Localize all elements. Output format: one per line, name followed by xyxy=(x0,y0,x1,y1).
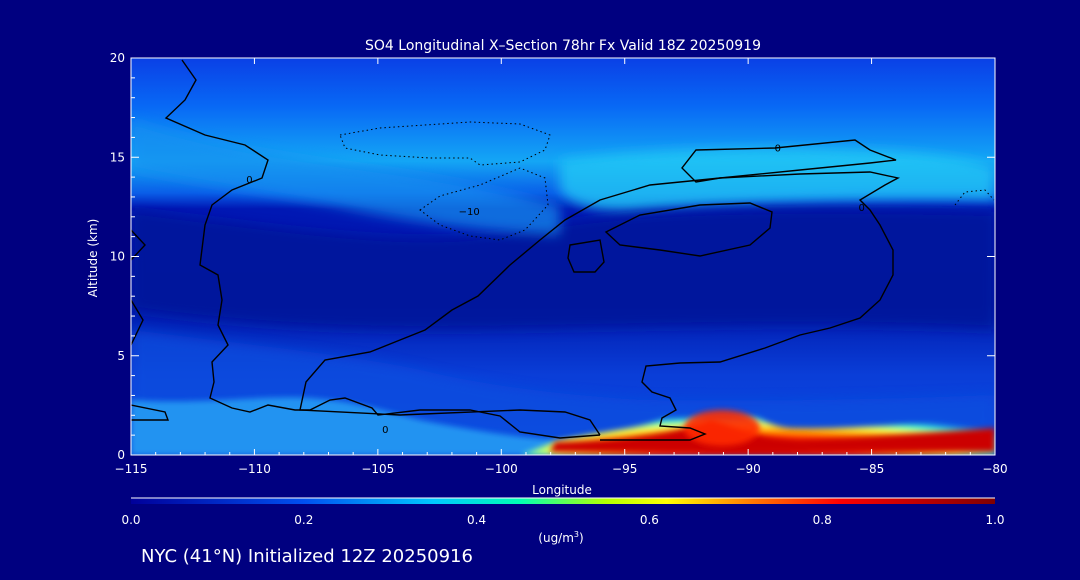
colorbar-tick-label: 0.2 xyxy=(294,513,313,527)
contour-line-west-edge-1 xyxy=(131,229,146,261)
y-axis: 0 5 10 15 20 xyxy=(110,51,995,462)
contour-label: 0 xyxy=(382,425,388,436)
y-tick-label: 10 xyxy=(110,250,125,264)
contour-label: 0 xyxy=(859,203,865,214)
colorbar-ticks: 0.0 0.2 0.4 0.6 0.8 1.0 xyxy=(121,513,1004,527)
contour-label: −10 xyxy=(459,207,480,218)
contour-line-west-edge-3 xyxy=(131,404,170,421)
y-tick-label: 0 xyxy=(117,448,125,462)
x-tick-label: −105 xyxy=(361,462,394,476)
colorbar xyxy=(131,498,995,504)
colorbar-tick-label: 0.4 xyxy=(467,513,486,527)
y-tick-label: 15 xyxy=(110,150,125,164)
footer-location-text: NYC (41°N) Initialized 12Z 20250916 xyxy=(141,546,473,567)
colorbar-units-suffix: ) xyxy=(579,531,584,545)
y-tick-label: 5 xyxy=(117,349,125,363)
colorbar-tick-label: 0.0 xyxy=(121,513,140,527)
upper-aerosol-layer xyxy=(560,148,995,211)
x-tick-label: −85 xyxy=(859,462,884,476)
y-tick-label: 20 xyxy=(110,51,125,65)
chart-title: SO4 Longitudinal X–Section 78hr Fx Valid… xyxy=(365,38,761,54)
contour-line-west xyxy=(164,59,601,439)
contour-line-inner-loop xyxy=(604,202,773,257)
mid-dark-band xyxy=(131,209,995,330)
contour-line-upper-east xyxy=(681,139,897,183)
dotted-contour-upper xyxy=(339,121,551,166)
colorbar-units: (ug/m3) xyxy=(538,530,583,545)
dotted-contours xyxy=(339,121,995,241)
plume-peak xyxy=(684,410,760,446)
x-tick-label: −80 xyxy=(982,462,1007,476)
surface-red-core xyxy=(550,420,995,452)
colorbar-units-superscript: 3 xyxy=(574,530,579,539)
contour-line-central xyxy=(299,171,901,441)
plot-area: 0 0 −10 0 0 xyxy=(131,58,995,455)
x-tick-label: −95 xyxy=(612,462,637,476)
x-tick-label: −90 xyxy=(735,462,760,476)
x-axis: −115 −110 −105 −100 −95 −90 −85 −80 xyxy=(115,58,1008,476)
x-tick-label: −110 xyxy=(238,462,271,476)
colorbar-tick-label: 0.8 xyxy=(813,513,832,527)
contour-labels: 0 0 −10 0 0 xyxy=(246,143,865,436)
contour-label: 0 xyxy=(775,143,781,154)
x-tick-label: −115 xyxy=(115,462,148,476)
dotted-contour-mid xyxy=(419,167,549,241)
colorbar-tick-label: 0.6 xyxy=(640,513,659,527)
contour-line-small-loop xyxy=(567,239,605,273)
colorbar-units-label: (ug/m xyxy=(538,531,574,545)
western-upper-layer xyxy=(131,120,560,235)
contour-line-west-edge-2 xyxy=(131,299,144,346)
contour-label: 0 xyxy=(246,175,252,186)
colorbar-tick-label: 1.0 xyxy=(985,513,1004,527)
x-tick-label: −100 xyxy=(485,462,518,476)
near-surface-haze xyxy=(131,397,560,455)
x-axis-label: Longitude xyxy=(532,483,592,497)
y-axis-label: Altitude (km) xyxy=(86,219,100,298)
contour-lines xyxy=(131,59,901,441)
